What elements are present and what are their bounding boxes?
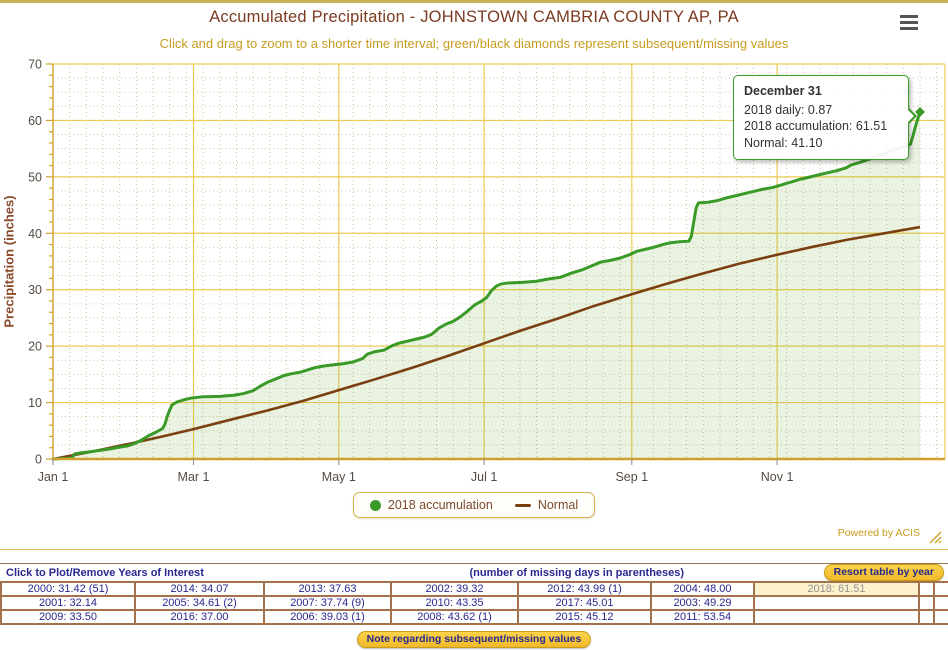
legend-item-normal[interactable]: Normal [514, 498, 579, 512]
y-tick-label: 40 [28, 227, 42, 241]
year-cell[interactable]: 2007: 37.74 (9) [263, 595, 392, 611]
empty-cell [918, 581, 935, 597]
x-tick-label: May 1 [322, 470, 356, 484]
y-tick-label: 10 [28, 396, 42, 410]
hamburger-menu-button[interactable] [900, 15, 920, 31]
circle-marker-icon [369, 499, 381, 511]
year-cell[interactable]: 2002: 39.32 [390, 581, 519, 597]
powered-by-acis-link[interactable]: Powered by ACIS [837, 527, 920, 539]
x-tick-label: Mar 1 [178, 470, 210, 484]
tooltip-date: December 31 [744, 84, 822, 98]
year-cell[interactable]: 2017: 45.01 [517, 595, 652, 611]
x-tick-label: Nov 1 [761, 470, 794, 484]
resize-handle-icon[interactable] [929, 531, 942, 544]
chart-title: Accumulated Precipitation - JOHNSTOWN CA… [209, 8, 739, 26]
tooltip-daily: 2018 daily: 0.87 [744, 102, 833, 117]
empty-cell [918, 609, 935, 625]
accumulation-area-fill [53, 111, 920, 459]
empty-cell [933, 581, 948, 597]
accumulation-line [51, 110, 922, 461]
legend-label: 2018 accumulation [387, 498, 493, 512]
resort-table-button[interactable]: Resort table by year [823, 564, 944, 581]
x-tick-label: Sep 1 [615, 470, 648, 484]
year-cell[interactable]: 2008: 43.62 (1) [390, 609, 519, 625]
legend-label: Normal [537, 498, 579, 512]
y-tick-label: 60 [28, 114, 42, 128]
table-header-left: Click to Plot/Remove Years of Interest [6, 566, 204, 579]
year-cell[interactable]: 2011: 53.54 [650, 609, 755, 625]
table-row: 2001: 32.14 2005: 34.61 (2) 2007: 37.74 (9… [0, 595, 948, 611]
x-tick-label: Jan 1 [38, 470, 69, 484]
y-tick-label: 70 [28, 58, 42, 72]
y-tick-label: 20 [28, 340, 42, 354]
x-tick-label: Jul 1 [471, 470, 497, 484]
chart-subtitle: Click and drag to zoom to a shorter time… [159, 36, 789, 51]
chart-legend: 2018 accumulation Normal [0, 492, 948, 518]
empty-cell [933, 609, 948, 625]
year-cell[interactable]: 2010: 43.35 [390, 595, 519, 611]
empty-cell [753, 595, 920, 611]
y-tick-label: 0 [35, 453, 42, 467]
year-cell[interactable]: 2012: 43.99 (1) [517, 581, 652, 597]
year-cell[interactable]: 2014: 34.07 [134, 581, 265, 597]
chart-divider [0, 549, 948, 550]
years-of-interest-table: 2000: 31.42 (51) 2014: 34.07 2013: 37.63 20… [0, 581, 948, 625]
line-marker-icon [514, 503, 531, 507]
tooltip-normal: Normal: 41.10 [744, 135, 823, 150]
normal-line [52, 225, 921, 461]
y-axis-label: Precipitation (inches) [1, 195, 17, 328]
year-cell[interactable]: 2005: 34.61 (2) [134, 595, 265, 611]
year-cell: 2018: 61.51 [753, 581, 920, 597]
tooltip-accumulation: 2018 accumulation: 61.51 [744, 119, 888, 133]
year-cell[interactable]: 2013: 37.63 [263, 581, 392, 597]
year-cell[interactable]: 2015: 45.12 [517, 609, 652, 625]
note-row: Note regarding subsequent/missing values [0, 629, 948, 648]
chart-tooltip: December 31 2018 daily: 0.87 2018 accumu… [733, 75, 917, 160]
top-accent-bar [0, 0, 948, 3]
end-point-marker [915, 106, 925, 117]
year-cell[interactable]: 2000: 31.42 (51) [0, 581, 136, 597]
y-tick-label: 30 [28, 283, 42, 297]
table-header-center: (number of missing days in parentheses) [469, 566, 685, 579]
table-row: 2000: 31.42 (51) 2014: 34.07 2013: 37.63 20… [0, 581, 948, 597]
empty-cell [918, 595, 935, 611]
empty-cell [933, 595, 948, 611]
y-tick-label: 50 [28, 170, 42, 184]
hamburger-icon [900, 15, 918, 18]
legend-item-2018-accumulation[interactable]: 2018 accumulation [369, 498, 493, 512]
year-cell[interactable]: 2004: 48.00 [650, 581, 755, 597]
year-cell[interactable]: 2006: 39.03 (1) [263, 609, 392, 625]
year-cell[interactable]: 2001: 32.14 [0, 595, 136, 611]
note-button[interactable]: Note regarding subsequent/missing values [356, 631, 592, 648]
year-cell[interactable]: 2016: 37.00 [134, 609, 265, 625]
year-cell[interactable]: 2003: 49.29 [650, 595, 755, 611]
table-header: Click to Plot/Remove Years of Interest (… [0, 563, 948, 581]
table-row: 2009: 33.50 2016: 37.00 2006: 39.03 (1) 200… [0, 609, 948, 625]
year-cell[interactable]: 2009: 33.50 [0, 609, 136, 625]
empty-cell [753, 609, 920, 625]
